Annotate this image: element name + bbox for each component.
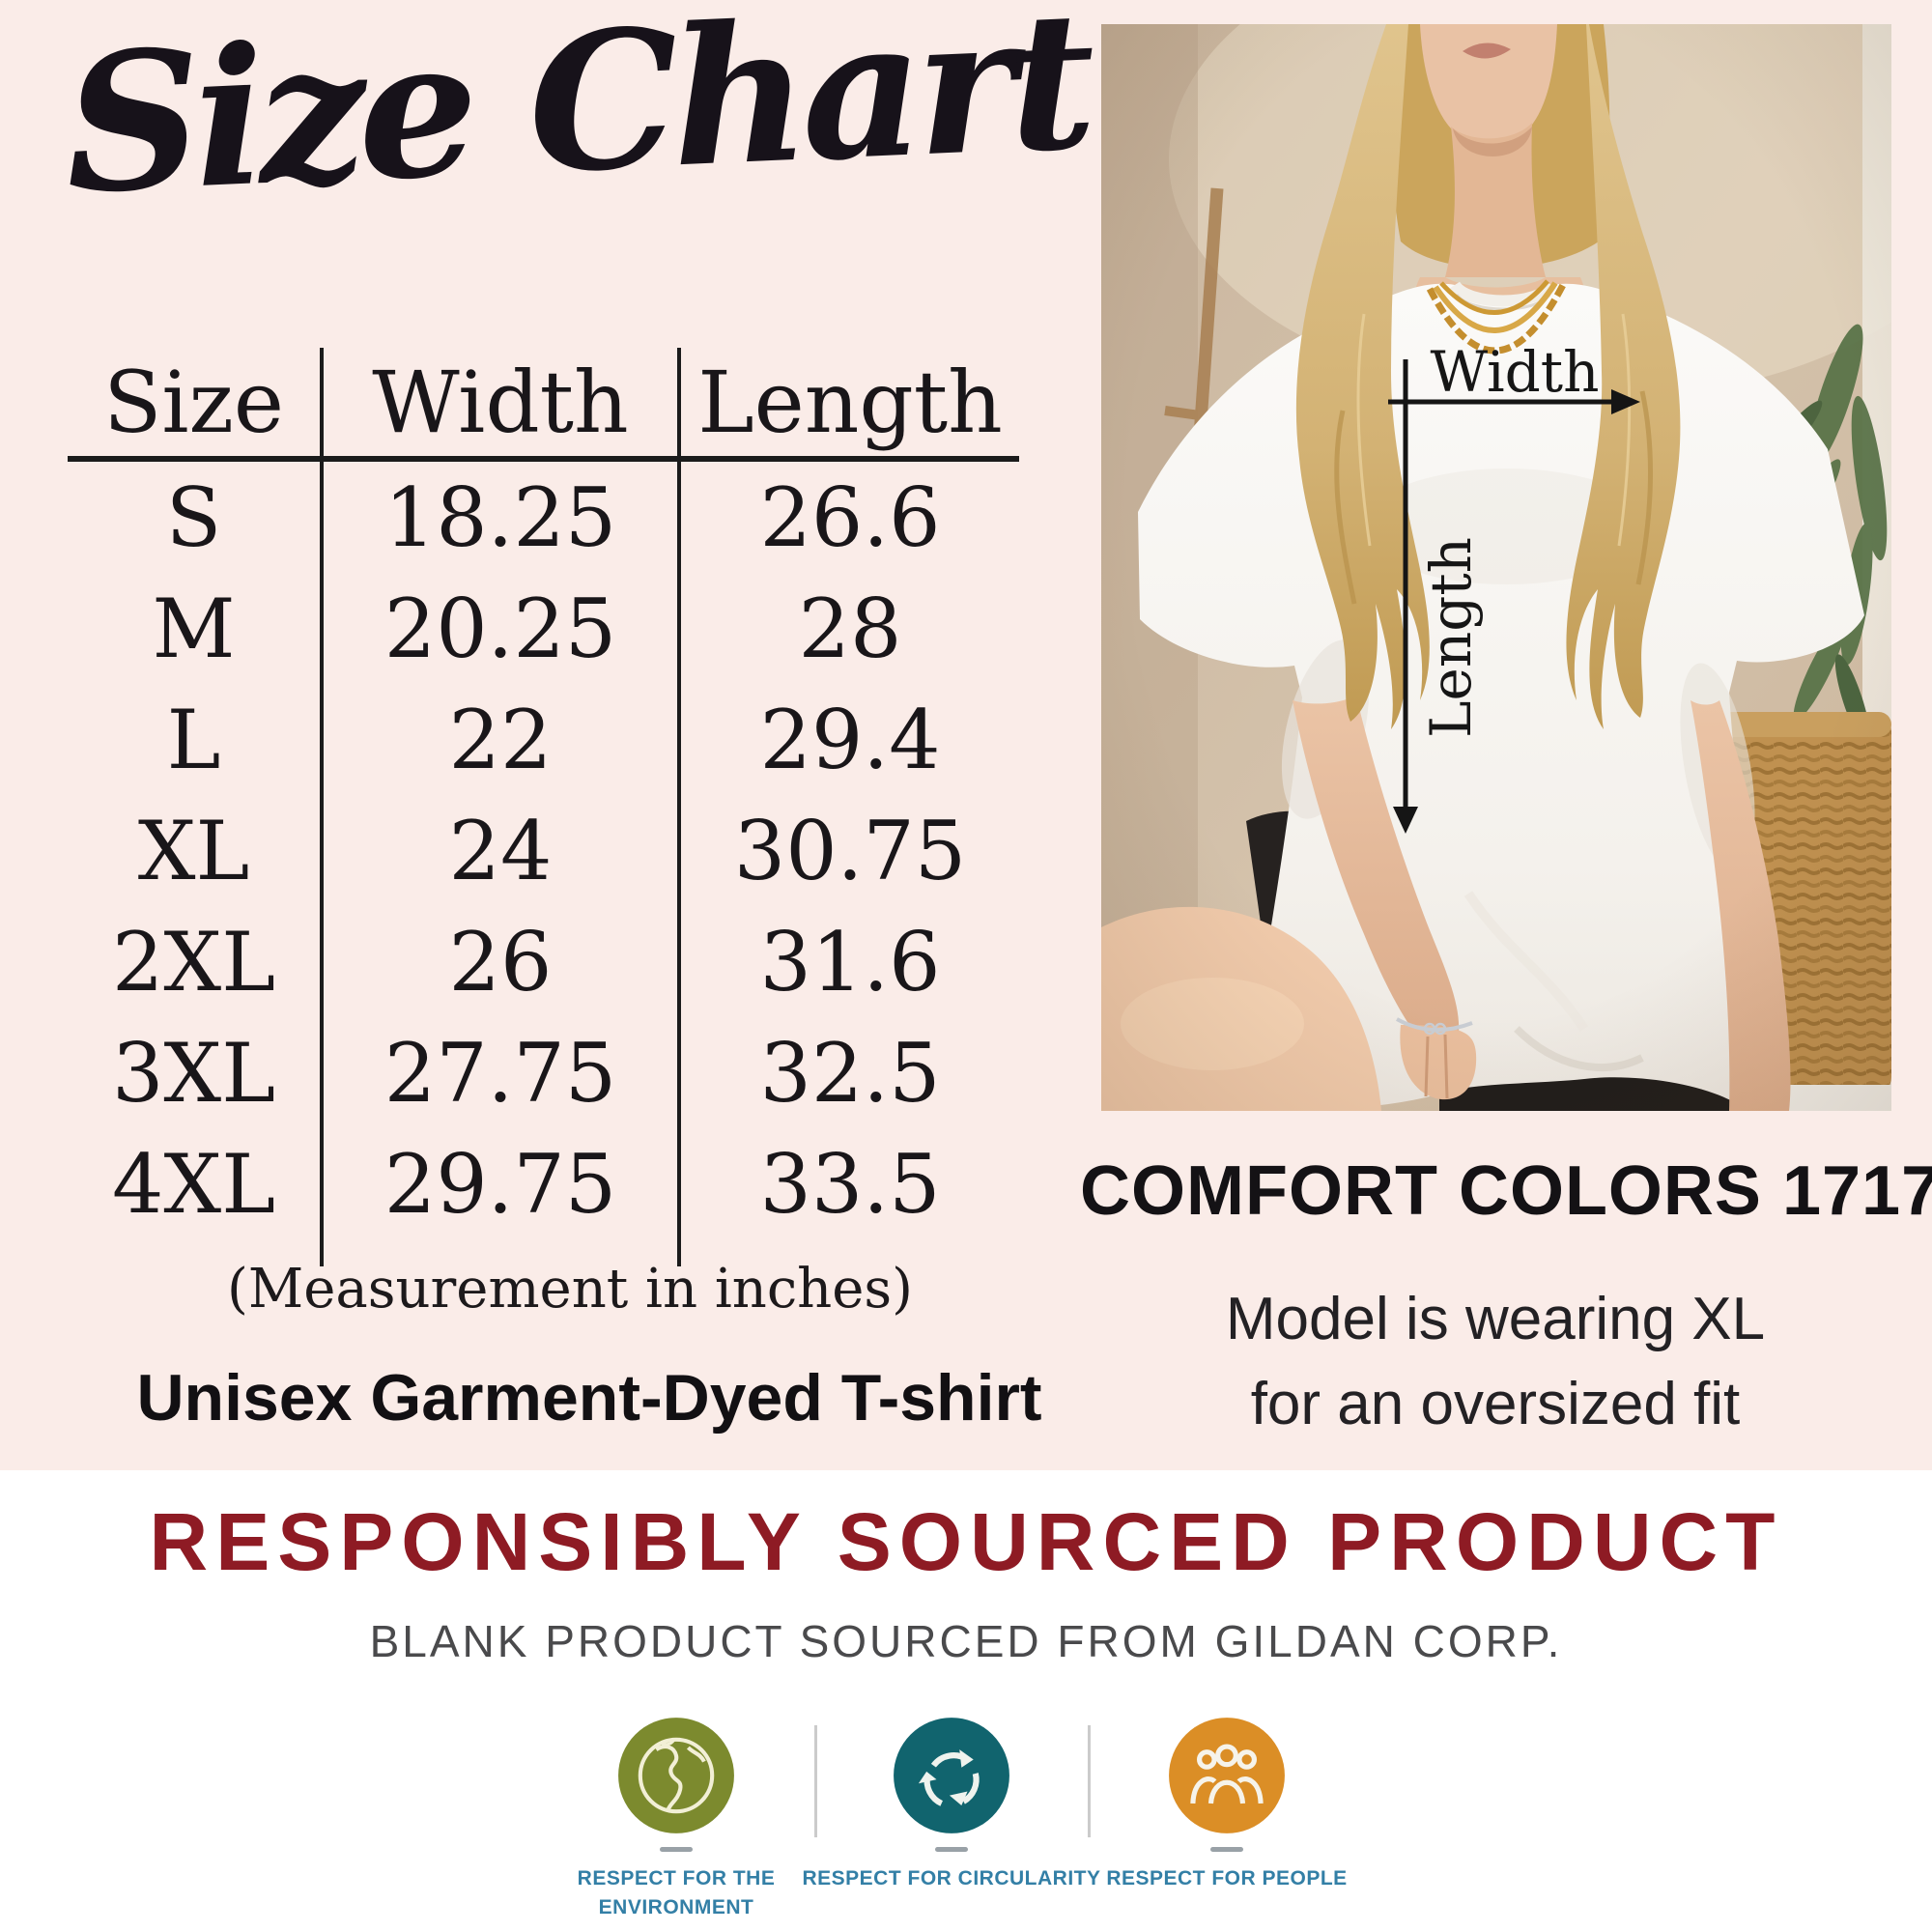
badge-label-circularity: RESPECT FOR CIRCULARITY <box>802 1867 1101 1889</box>
width-cell: 27.75 <box>324 1017 681 1128</box>
width-cell: 24 <box>324 795 681 906</box>
length-cell: 32.5 <box>759 1025 941 1121</box>
model-note-line2: for an oversized fit <box>1250 1371 1741 1437</box>
badge-divider <box>814 1725 817 1837</box>
model-photo: Width Length <box>1101 24 1891 1111</box>
product-name: COMFORT COLORS 1717 <box>1080 1152 1932 1230</box>
size-cell: 3XL <box>68 1017 324 1128</box>
page-title: Size Chart <box>60 0 1093 237</box>
footer-heading: RESPONSIBLY SOURCED PRODUCT <box>149 1496 1783 1587</box>
badge-label-environment: RESPECT FOR THE ENVIRONMENT <box>577 1867 776 1918</box>
footer: RESPONSIBLY SOURCED PRODUCT BLANK PRODUC… <box>0 1470 1932 1932</box>
recycle-icon <box>894 1718 1009 1833</box>
column-header-size: Size <box>68 348 324 456</box>
size-cell: XL <box>68 795 324 906</box>
length-cell: 30.75 <box>733 803 967 898</box>
size-table-body: S 18.25 26.6 M 20.25 28 L 22 29.4 XL 24 … <box>68 462 1019 1266</box>
garment-name: Unisex Garment-Dyed T-shirt <box>136 1361 1042 1435</box>
column-header-length: Length <box>697 352 1003 452</box>
column-header-width: Width <box>324 348 681 456</box>
footer-subheading: BLANK PRODUCT SOURCED FROM GILDAN CORP. <box>369 1616 1563 1666</box>
badge-dash <box>1210 1847 1243 1852</box>
badge-dash <box>660 1847 693 1852</box>
table-row: XL 24 30.75 <box>68 795 1019 906</box>
model-photo-illustration: Width Length <box>1101 24 1891 1111</box>
table-row: M 20.25 28 <box>68 573 1019 684</box>
length-cell: 26.6 <box>759 469 941 565</box>
width-cell: 18.25 <box>324 462 681 573</box>
model-note-line1: Model is wearing XL <box>1225 1286 1766 1352</box>
width-cell: 20.25 <box>324 573 681 684</box>
length-cell: 28 <box>798 581 902 676</box>
table-row: 4XL 29.75 33.5 <box>68 1128 1019 1239</box>
length-cell: 29.4 <box>759 692 941 787</box>
width-cell: 29.75 <box>324 1128 681 1239</box>
table-line-extension <box>68 1239 1019 1266</box>
length-cell: 33.5 <box>759 1136 941 1232</box>
size-cell: 4XL <box>68 1128 324 1239</box>
globe-icon <box>618 1718 734 1833</box>
model-note: Model is wearing XL for an oversized fit <box>1080 1277 1911 1447</box>
table-row: S 18.25 26.6 <box>68 462 1019 573</box>
badge-label-people: RESPECT FOR PEOPLE <box>1106 1867 1348 1889</box>
size-cell: S <box>68 462 324 573</box>
size-cell: L <box>68 684 324 795</box>
table-row: L 22 29.4 <box>68 684 1019 795</box>
size-table-header: Size Width Length <box>68 348 1019 462</box>
table-row: 2XL 26 31.6 <box>68 906 1019 1017</box>
size-table: Size Width Length S 18.25 26.6 M 20.25 2… <box>68 348 1019 1266</box>
width-cell: 22 <box>324 684 681 795</box>
table-row: 3XL 27.75 32.5 <box>68 1017 1019 1128</box>
width-cell: 26 <box>324 906 681 1017</box>
size-cell: M <box>68 573 324 684</box>
length-cell: 31.6 <box>759 914 941 1009</box>
size-cell: 2XL <box>68 906 324 1017</box>
badge-dash <box>935 1847 968 1852</box>
people-icon <box>1169 1718 1285 1833</box>
badge-divider <box>1088 1725 1091 1837</box>
measurement-note: (Measurement in inches) <box>227 1258 913 1321</box>
